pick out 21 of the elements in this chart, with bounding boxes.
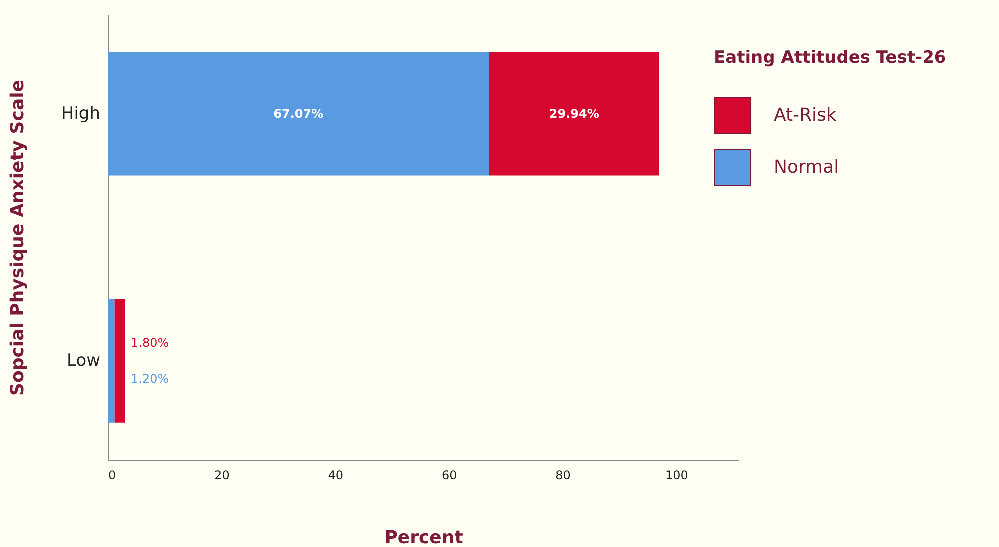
bar: [114, 299, 126, 423]
data-label: 1.80%: [131, 336, 170, 350]
bar: [489, 52, 660, 176]
legend-title: Eating Attitudes Test-26: [714, 48, 946, 68]
x-tick-label: 100: [666, 468, 688, 482]
data-label: 67.07%: [274, 106, 324, 121]
x-tick-label: 40: [328, 468, 344, 482]
x-axis-title: Percent: [384, 528, 464, 547]
x-tick-label: 0: [108, 468, 116, 482]
data-label: 1.20%: [131, 372, 170, 386]
y-axis-title: Sopcial Physique Anxiety Scale: [7, 80, 28, 396]
legend-label: At-Risk: [774, 105, 838, 126]
legend-label: Normal: [774, 157, 840, 178]
bar: [108, 299, 115, 423]
x-tick-label: 60: [442, 468, 458, 482]
bar: [108, 52, 490, 176]
x-tick-label: 80: [556, 468, 571, 482]
y-tick-label: Low: [67, 351, 101, 372]
data-label: 29.94%: [549, 106, 600, 121]
x-tick-label: 20: [214, 468, 230, 482]
y-tick-label: High: [61, 104, 100, 124]
